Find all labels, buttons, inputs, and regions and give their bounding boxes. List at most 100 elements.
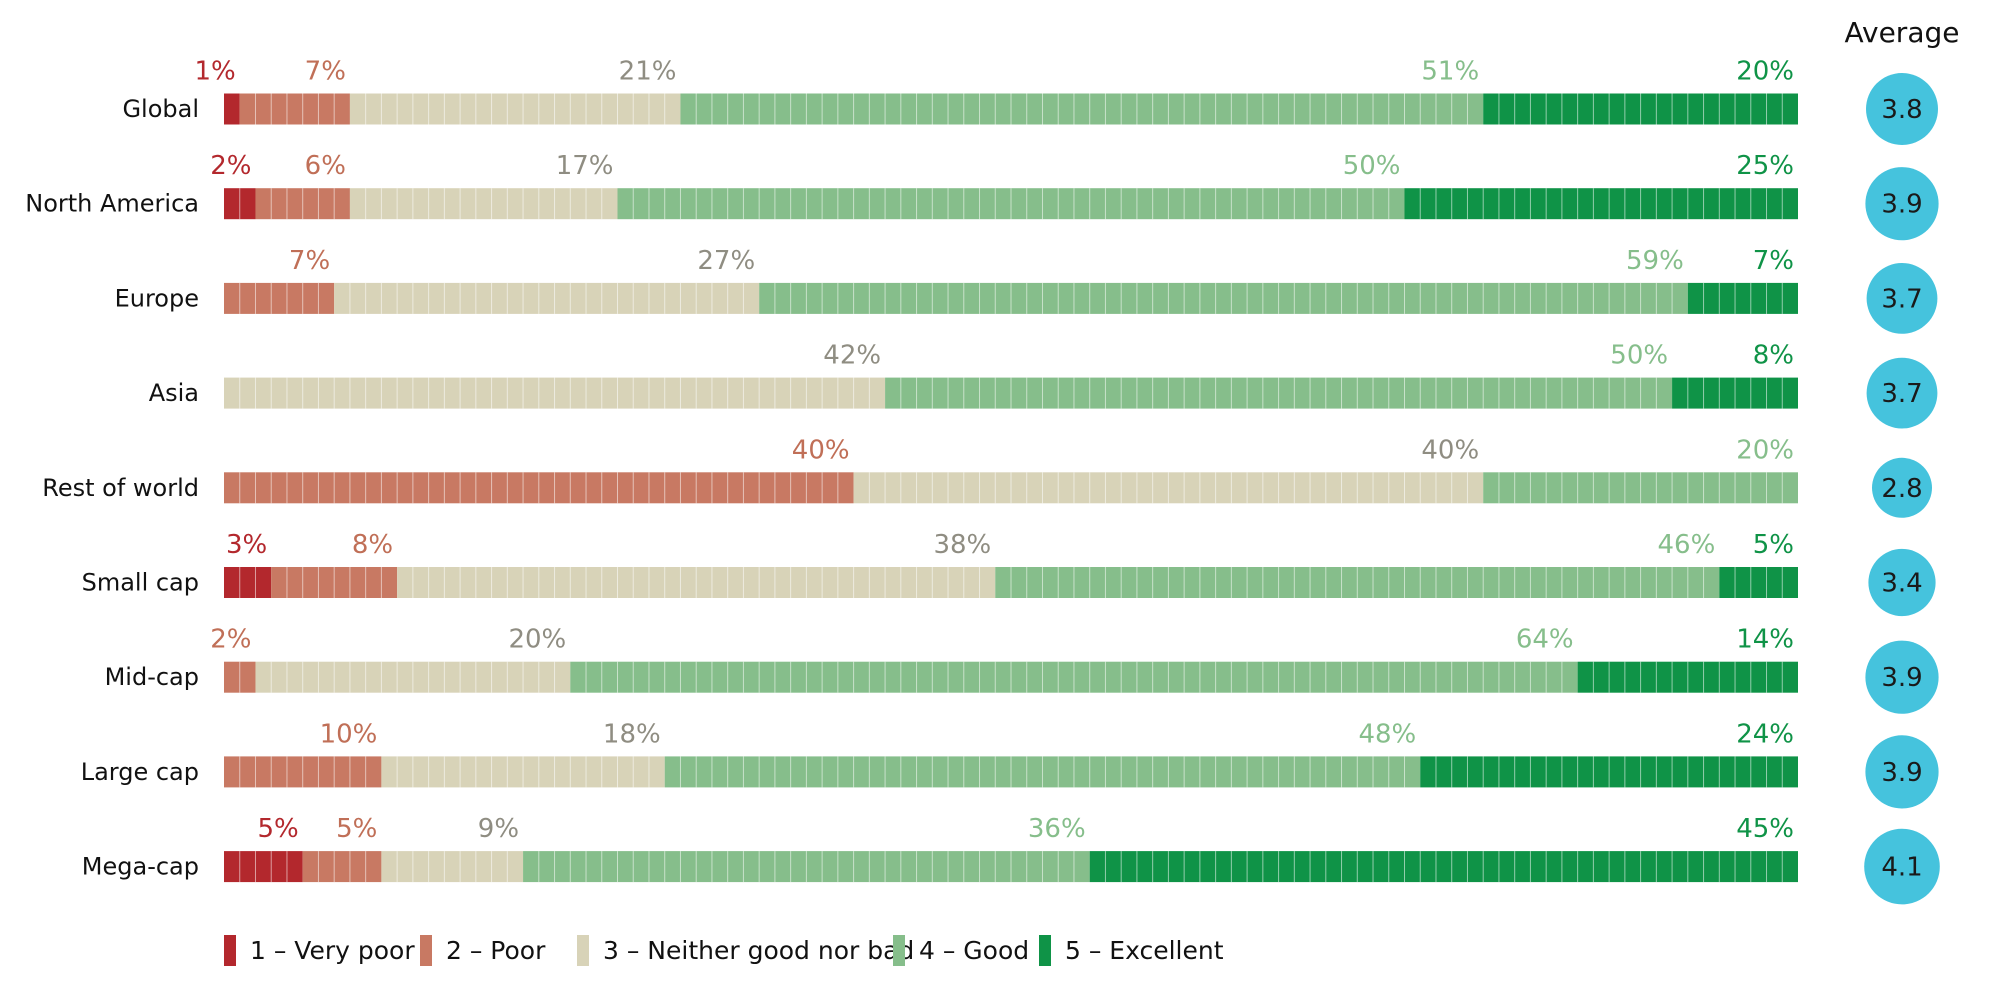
data-label: 25% bbox=[1736, 151, 1794, 181]
row-large-cap: Large cap 10% 18% 48% 24% bbox=[81, 719, 1798, 788]
bar-segment-very-poor bbox=[224, 567, 272, 598]
average-circle bbox=[1866, 263, 1938, 334]
data-label: 8% bbox=[352, 530, 393, 560]
data-label: 7% bbox=[1753, 246, 1794, 276]
average-badge: 3.9 bbox=[1865, 735, 1939, 809]
row-label: Rest of world bbox=[42, 474, 199, 502]
row-label: Global bbox=[122, 95, 199, 123]
legend: 1 – Very poor 2 – Poor 3 – Neither good no… bbox=[224, 935, 1224, 966]
average-badge: 3.4 bbox=[1868, 548, 1936, 617]
data-label: 6% bbox=[305, 151, 346, 181]
data-label: 46% bbox=[1658, 530, 1716, 560]
data-label: 42% bbox=[823, 341, 881, 371]
data-label: 5% bbox=[257, 814, 298, 844]
bar-segment-excellent bbox=[1687, 282, 1798, 314]
row-label: Europe bbox=[115, 284, 199, 312]
average-badges: 3.8 3.9 3.7 3.7 2.8 3.4 3.9 3.9 4.1 bbox=[1864, 73, 1940, 905]
data-label: 3% bbox=[226, 530, 267, 560]
row-mega-cap: Mega-cap 5% 5% 9% 36% 45% bbox=[82, 814, 1798, 883]
legend-label: 4 – Good bbox=[919, 936, 1029, 965]
data-label: 2% bbox=[210, 625, 251, 655]
legend-label: 5 – Excellent bbox=[1065, 936, 1224, 965]
average-circle bbox=[1865, 167, 1939, 241]
data-label: 38% bbox=[933, 530, 991, 560]
average-badge: 3.8 bbox=[1866, 73, 1938, 145]
data-label: 2% bbox=[210, 151, 251, 181]
data-label: 40% bbox=[792, 435, 850, 465]
bar-segment-neither-good-nor-bad bbox=[349, 188, 618, 220]
legend-label: 3 – Neither good nor bad bbox=[603, 936, 914, 965]
average-value: 4.1 bbox=[1881, 853, 1922, 883]
data-label: 1% bbox=[194, 57, 235, 87]
data-label: 36% bbox=[1028, 814, 1086, 844]
legend-swatch bbox=[420, 935, 432, 966]
average-value: 2.8 bbox=[1881, 474, 1922, 504]
average-circle bbox=[1865, 640, 1939, 714]
legend-swatch bbox=[1039, 935, 1051, 966]
legend-item-neither-good-nor-bad: 3 – Neither good nor bad bbox=[577, 935, 914, 966]
data-label: 27% bbox=[697, 246, 755, 276]
average-value: 3.7 bbox=[1881, 379, 1922, 409]
legend-swatch bbox=[893, 935, 905, 966]
data-label: 8% bbox=[1753, 341, 1794, 371]
data-label: 48% bbox=[1358, 719, 1416, 749]
legend-item-very-poor: 1 – Very poor bbox=[224, 935, 415, 966]
data-label: 9% bbox=[478, 814, 519, 844]
legend-label: 2 – Poor bbox=[446, 936, 546, 965]
data-label: 5% bbox=[336, 814, 377, 844]
row-label: Mid-cap bbox=[105, 663, 199, 691]
data-label: 50% bbox=[1610, 341, 1668, 371]
chart-rows: Global 1% 7% 21% 51% 20% North America 2% 6% 17% 5… bbox=[25, 57, 1798, 883]
average-badge: 3.9 bbox=[1865, 640, 1939, 714]
row-europe: Europe 7% 27% 59% 7% bbox=[115, 246, 1798, 314]
average-badge: 3.7 bbox=[1866, 357, 1938, 429]
average-badge: 3.7 bbox=[1866, 263, 1938, 334]
row-small-cap: Small cap 3% 8% 38% 46% 5% bbox=[82, 530, 1798, 598]
bar-segment-neither-good-nor-bad bbox=[381, 851, 524, 883]
bar-segment-excellent bbox=[1719, 567, 1798, 598]
data-label: 7% bbox=[289, 246, 330, 276]
row-north-america: North America 2% 6% 17% 50% 25% bbox=[25, 151, 1798, 220]
data-label: 7% bbox=[305, 57, 346, 87]
bar-segment-very-poor bbox=[224, 851, 303, 883]
row-mid-cap: Mid-cap 2% 20% 64% 14% bbox=[105, 625, 1798, 693]
data-label: 59% bbox=[1626, 246, 1684, 276]
data-label: 20% bbox=[1736, 435, 1794, 465]
bar-segment-good bbox=[759, 282, 1688, 314]
average-value: 3.8 bbox=[1881, 95, 1922, 125]
average-circle bbox=[1866, 73, 1938, 145]
row-label: Large cap bbox=[81, 758, 199, 786]
row-label: Asia bbox=[149, 379, 199, 407]
average-value: 3.4 bbox=[1881, 569, 1922, 599]
data-label: 14% bbox=[1736, 625, 1794, 655]
average-circle bbox=[1866, 357, 1938, 429]
bar-segment-poor bbox=[302, 851, 382, 883]
bar-segment-excellent bbox=[1404, 188, 1798, 220]
bar-segment-excellent bbox=[1089, 851, 1798, 883]
data-label: 20% bbox=[1736, 57, 1794, 87]
data-label: 17% bbox=[556, 151, 614, 181]
average-circle bbox=[1864, 828, 1940, 905]
row-label: North America bbox=[25, 190, 199, 218]
data-label: 45% bbox=[1736, 814, 1794, 844]
data-label: 5% bbox=[1753, 530, 1794, 560]
average-value: 3.9 bbox=[1881, 663, 1922, 693]
data-label: 64% bbox=[1516, 625, 1574, 655]
data-label: 10% bbox=[320, 719, 378, 749]
average-circle bbox=[1868, 548, 1936, 617]
data-label: 20% bbox=[508, 625, 566, 655]
data-label: 40% bbox=[1421, 435, 1479, 465]
legend-swatch bbox=[577, 935, 589, 966]
data-label: 18% bbox=[603, 719, 661, 749]
average-circle bbox=[1865, 735, 1939, 809]
row-label: Mega-cap bbox=[82, 853, 199, 881]
average-badge: 4.1 bbox=[1864, 828, 1940, 905]
row-label: Small cap bbox=[82, 569, 199, 597]
legend-item-poor: 2 – Poor bbox=[420, 935, 546, 966]
bar-segment-neither-good-nor-bad bbox=[334, 282, 760, 314]
row-global: Global 1% 7% 21% 51% 20% bbox=[122, 57, 1798, 125]
legend-label: 1 – Very poor bbox=[250, 936, 415, 965]
average-badge: 3.9 bbox=[1865, 167, 1939, 241]
average-value: 3.7 bbox=[1881, 284, 1922, 314]
